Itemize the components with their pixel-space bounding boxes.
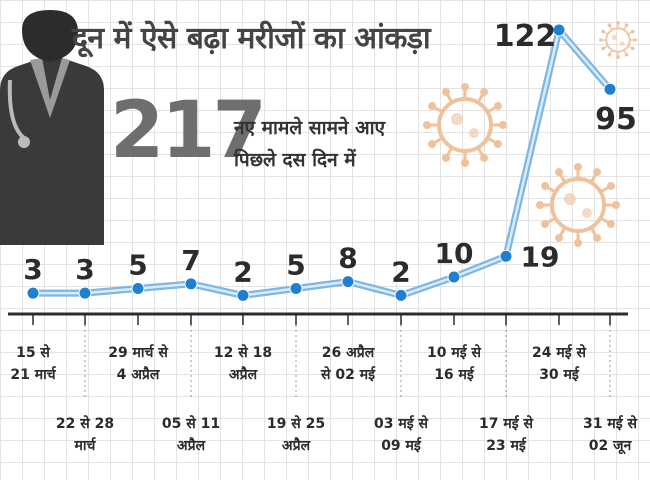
x-tick-label: 23 मई — [486, 437, 527, 454]
total-caption-line-2: पिछले दस दिन में — [234, 149, 356, 171]
x-tick-label: से 02 मई — [320, 366, 376, 383]
virus-icon — [536, 163, 620, 247]
x-tick-label: 05 से 11 — [162, 415, 220, 432]
data-point — [499, 249, 513, 263]
data-label: 122 — [494, 19, 557, 54]
x-tick-label: 29 मार्च से — [108, 344, 168, 361]
data-point — [131, 282, 145, 295]
data-label: 3 — [75, 253, 94, 286]
x-tick-label: अप्रैल — [229, 366, 258, 383]
data-point — [394, 288, 408, 302]
data-point — [603, 82, 617, 96]
x-tick-label: 21 मार्च — [10, 366, 56, 383]
x-tick-label: 31 मई से — [583, 415, 637, 432]
x-tick-label: 15 से — [16, 344, 50, 361]
data-label: 3 — [23, 253, 42, 286]
data-point — [78, 286, 92, 300]
x-tick-label: अप्रैल — [282, 437, 311, 454]
virus-icon — [599, 21, 637, 59]
data-label: 7 — [181, 244, 200, 277]
x-tick-label: 17 मई से — [479, 415, 533, 432]
data-label: 5 — [128, 249, 147, 282]
x-tick-label: 19 से 25 — [267, 415, 325, 432]
x-tick-label: 26 अप्रैल — [322, 344, 375, 361]
x-tick-label: 4 अप्रैल — [117, 366, 160, 383]
x-tick-label: अप्रैल — [177, 437, 206, 454]
data-label: 5 — [286, 249, 305, 282]
data-point — [236, 288, 250, 302]
x-tick-label: 03 मई से — [374, 415, 428, 432]
series-line-highlight — [33, 28, 611, 297]
x-tick-label: 24 मई से — [532, 344, 586, 361]
data-point — [26, 286, 40, 300]
x-tick-label: 16 मई — [434, 366, 475, 383]
data-label: 19 — [521, 240, 560, 273]
data-point — [447, 270, 461, 284]
virus-icon — [423, 83, 507, 167]
data-point — [552, 23, 566, 37]
data-label: 10 — [435, 237, 474, 270]
data-point — [184, 277, 198, 291]
data-point — [341, 275, 355, 289]
x-tick-label: 02 जून — [589, 438, 633, 455]
data-label: 2 — [233, 255, 252, 288]
data-label: 95 — [595, 102, 637, 137]
data-point — [289, 282, 303, 295]
data-label: 8 — [338, 242, 357, 275]
doctor-icon — [0, 10, 104, 245]
data-label: 2 — [391, 255, 410, 288]
x-tick-label: 30 मई — [539, 366, 580, 383]
x-tick-label: 09 मई — [381, 437, 422, 454]
x-tick-label: 10 मई से — [427, 344, 481, 361]
chart-title: दून में ऐसे बढ़ा मरीजों का आंकड़ा — [72, 21, 431, 56]
x-tick-label: 22 से 28 — [56, 415, 114, 432]
x-tick-label: 12 से 18 — [214, 344, 272, 361]
total-caption-line-1: नए मामले सामने आए — [234, 117, 386, 139]
x-tick-label: मार्च — [74, 437, 97, 454]
total-count: 217 — [110, 86, 267, 176]
